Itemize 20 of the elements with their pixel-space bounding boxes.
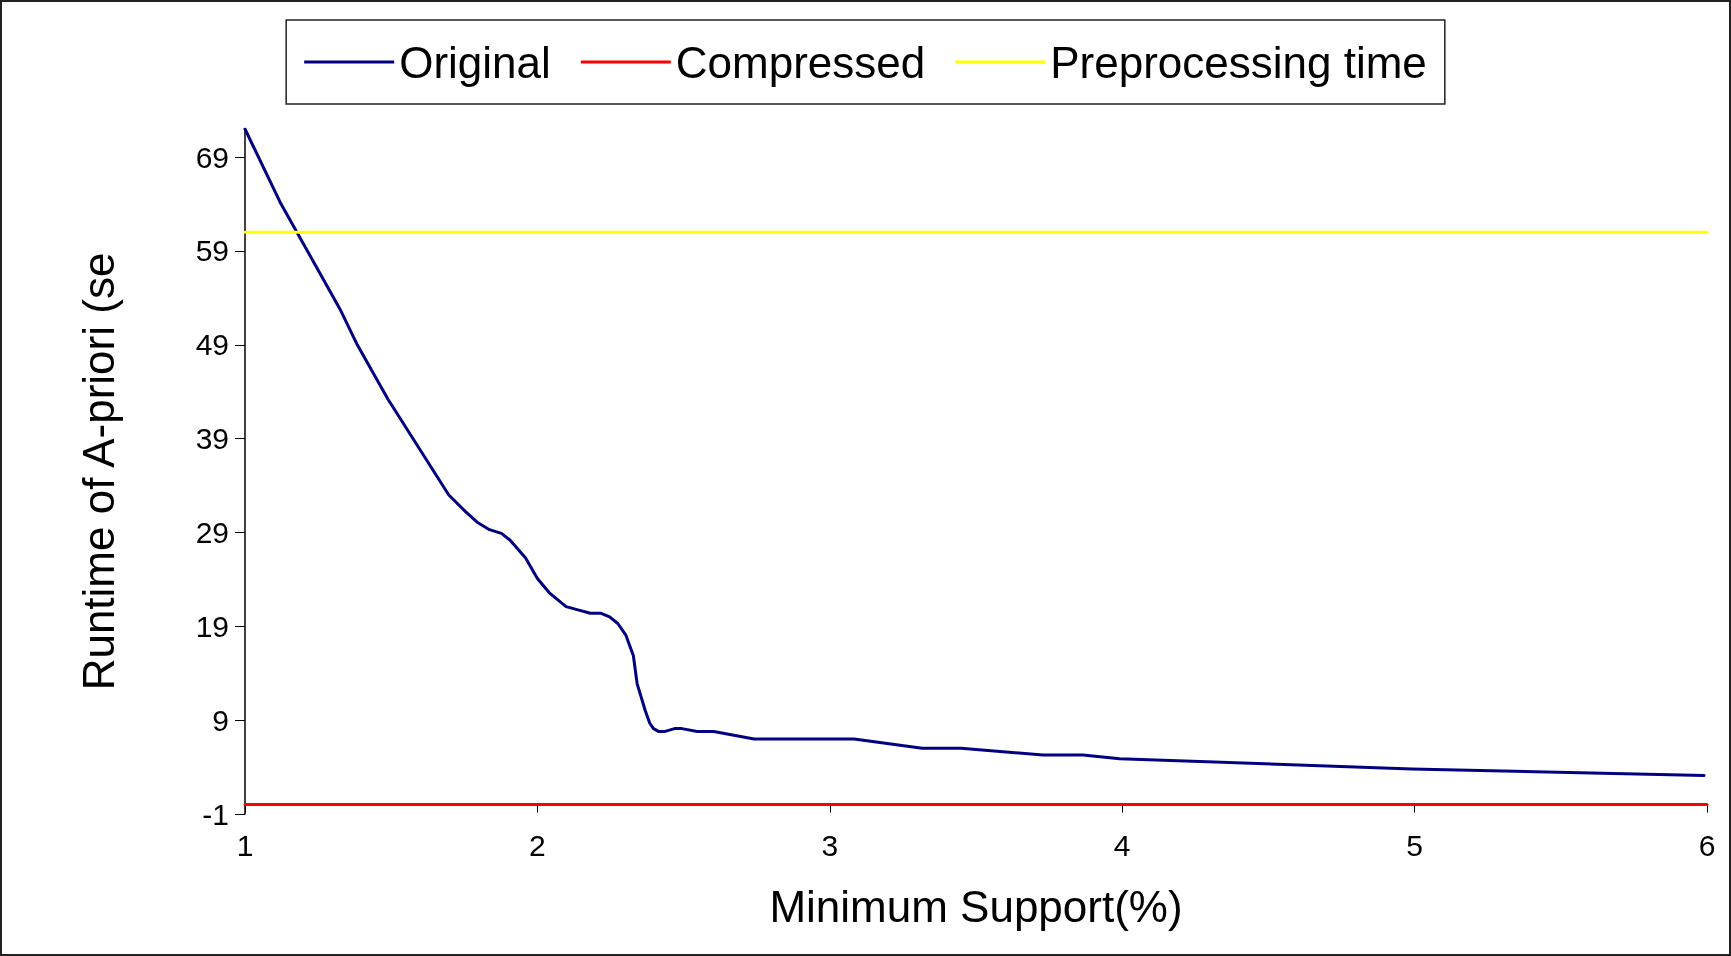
y-tick-label: -1 <box>202 797 229 831</box>
x-tick-label: 6 <box>1698 828 1716 862</box>
x-tick-label: 1 <box>236 828 254 862</box>
legend-label: Compressed <box>675 37 926 87</box>
y-tick-label: 59 <box>195 234 229 268</box>
y-tick-label: 29 <box>195 515 229 549</box>
y-tick-label: 39 <box>195 422 229 456</box>
y-axis-title: Runtime of A-priori (se <box>73 252 123 691</box>
x-axis-title: Minimum Support(%) <box>769 881 1183 931</box>
y-tick-label: 49 <box>195 328 229 362</box>
y-tick-label: 69 <box>195 140 229 174</box>
x-tick-label: 2 <box>529 828 546 862</box>
y-tick-label: 9 <box>212 703 229 737</box>
x-tick-label: 4 <box>1113 828 1131 862</box>
line-series <box>243 127 1706 778</box>
legend-label: Preprocessing time <box>1050 37 1427 87</box>
y-tick-label: 19 <box>195 609 229 643</box>
x-tick-label: 5 <box>1406 828 1423 862</box>
legend-label: Original <box>399 37 551 87</box>
x-tick-label: 3 <box>821 828 839 862</box>
